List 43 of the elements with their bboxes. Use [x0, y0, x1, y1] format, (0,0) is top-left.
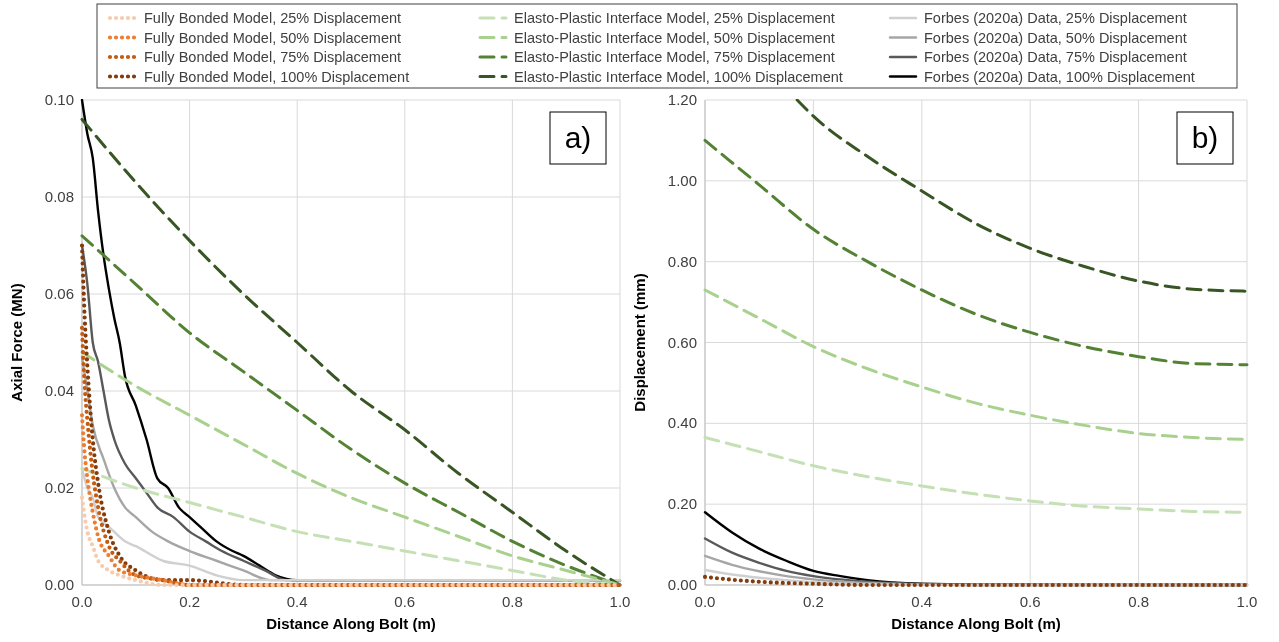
legend-label: Forbes (2020a) Data, 25% Displacement: [924, 10, 1187, 26]
y-tick-label: 0.60: [667, 333, 697, 351]
legend-label: Elasto-Plastic Interface Model, 25% Displacement: [514, 10, 835, 26]
legend-label: Fully Bonded Model, 100% Displacement: [144, 68, 410, 85]
legend-label: Fully Bonded Model, 50% Displacement: [144, 29, 402, 46]
x-axis-title: Distance Along Bolt (m): [891, 615, 1061, 632]
annotation: b): [1191, 121, 1219, 154]
legend-label: Forbes (2020a) Data, 50% Displacement: [924, 29, 1187, 46]
x-tick-label: 0.2: [179, 593, 201, 610]
y-tick-label: 0.80: [667, 252, 697, 270]
x-axis-title: Distance Along Bolt (m): [266, 615, 436, 632]
x-tick-label: 0.6: [394, 593, 416, 610]
y-tick-label: 1.20: [667, 91, 697, 108]
x-tick-label: 0.4: [911, 593, 933, 610]
legend-label: Elasto-Plastic Interface Model, 100% Displacement: [514, 68, 843, 85]
y-tick-label: 0.02: [44, 479, 74, 496]
legend-label: Fully Bonded Model, 75% Displacement: [144, 49, 402, 65]
x-tick-label: 0.6: [1019, 593, 1041, 610]
x-tick-label: 0.4: [286, 593, 308, 610]
legend-label: Elasto-Plastic Interface Model, 50% Displacement: [514, 29, 835, 46]
x-tick-label: 1.0: [609, 593, 631, 610]
y-tick-label: 0.00: [44, 576, 74, 593]
x-tick-label: 0.0: [694, 593, 716, 610]
y-tick-label: 0.20: [667, 495, 697, 513]
x-tick-label: 1.0: [1236, 593, 1258, 610]
y-tick-label: 0.10: [44, 91, 74, 108]
legend-label: Forbes (2020a) Data, 75% Displacement: [924, 49, 1187, 65]
legend-label: Fully Bonded Model, 25% Displacement: [144, 10, 402, 26]
legend-label: Forbes (2020a) Data, 100% Displacement: [924, 68, 1195, 85]
y-axis-title: Axial Force (MN): [8, 283, 25, 402]
x-tick-label: 0.0: [71, 593, 93, 610]
legend-label: Elasto-Plastic Interface Model, 75% Displacement: [514, 49, 835, 65]
y-tick-label: 0.40: [667, 414, 697, 432]
annotation: a): [564, 121, 592, 154]
y-tick-label: 1.00: [667, 171, 697, 189]
y-tick-label: 0.06: [44, 285, 74, 302]
y-tick-label: 0.00: [667, 576, 697, 593]
x-tick-label: 0.8: [1128, 593, 1150, 610]
x-tick-label: 0.8: [501, 593, 523, 610]
y-axis-title: Displacement (mm): [631, 273, 648, 412]
y-tick-label: 0.04: [44, 382, 74, 399]
y-tick-label: 0.08: [44, 188, 74, 205]
x-tick-label: 0.2: [802, 593, 824, 610]
